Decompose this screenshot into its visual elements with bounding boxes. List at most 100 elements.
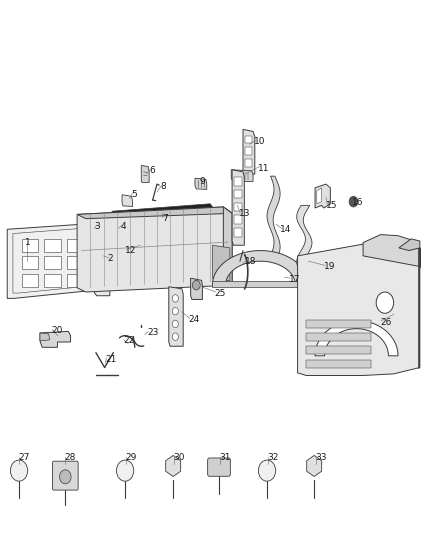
Polygon shape: [234, 215, 242, 224]
Text: 25: 25: [215, 288, 226, 297]
Circle shape: [11, 460, 28, 481]
Circle shape: [258, 460, 276, 481]
Polygon shape: [234, 203, 242, 211]
Polygon shape: [399, 239, 420, 251]
Polygon shape: [7, 224, 92, 298]
Text: 12: 12: [125, 246, 137, 255]
Polygon shape: [67, 239, 84, 252]
Text: 16: 16: [352, 198, 364, 207]
Polygon shape: [297, 243, 420, 375]
Polygon shape: [97, 278, 107, 288]
Circle shape: [349, 196, 358, 207]
Polygon shape: [307, 455, 321, 477]
Polygon shape: [44, 239, 61, 252]
Text: 9: 9: [199, 177, 205, 186]
FancyBboxPatch shape: [208, 458, 230, 477]
Polygon shape: [97, 248, 107, 258]
Polygon shape: [112, 204, 212, 220]
Polygon shape: [306, 346, 371, 354]
Polygon shape: [97, 263, 107, 273]
Text: 4: 4: [121, 222, 127, 231]
Polygon shape: [21, 239, 38, 252]
Polygon shape: [234, 190, 242, 198]
Text: 8: 8: [160, 182, 166, 191]
Polygon shape: [44, 274, 61, 287]
Text: 33: 33: [315, 454, 327, 463]
Polygon shape: [212, 245, 230, 281]
Circle shape: [192, 280, 200, 290]
Text: 29: 29: [125, 454, 137, 463]
Polygon shape: [245, 136, 252, 143]
Polygon shape: [234, 228, 242, 237]
Text: 32: 32: [267, 454, 279, 463]
Text: 30: 30: [173, 454, 185, 463]
Polygon shape: [245, 148, 252, 155]
Polygon shape: [166, 455, 180, 477]
Text: 28: 28: [64, 454, 75, 463]
Text: 17: 17: [289, 275, 300, 284]
Text: 19: 19: [324, 262, 335, 271]
Polygon shape: [195, 178, 207, 189]
Text: 15: 15: [326, 201, 337, 210]
Text: 31: 31: [219, 454, 230, 463]
Text: 22: 22: [123, 336, 134, 345]
Polygon shape: [245, 159, 252, 166]
Polygon shape: [191, 278, 202, 300]
Text: 20: 20: [51, 326, 62, 335]
Polygon shape: [97, 233, 107, 243]
Polygon shape: [306, 333, 371, 341]
Polygon shape: [234, 177, 242, 185]
Polygon shape: [306, 360, 371, 368]
Text: 14: 14: [280, 225, 292, 234]
Polygon shape: [77, 207, 232, 292]
Circle shape: [172, 320, 178, 328]
Polygon shape: [212, 281, 308, 287]
Polygon shape: [315, 184, 330, 208]
Text: 11: 11: [258, 164, 270, 173]
Text: 7: 7: [162, 214, 168, 223]
Polygon shape: [21, 274, 38, 287]
Polygon shape: [112, 224, 131, 235]
Circle shape: [172, 333, 178, 341]
Polygon shape: [267, 176, 280, 256]
Polygon shape: [40, 333, 49, 341]
FancyBboxPatch shape: [53, 461, 78, 490]
Polygon shape: [317, 188, 321, 204]
Polygon shape: [297, 205, 312, 296]
Text: 5: 5: [132, 190, 138, 199]
Text: 21: 21: [106, 355, 117, 364]
Polygon shape: [212, 251, 308, 285]
Text: 26: 26: [381, 318, 392, 327]
Text: 3: 3: [95, 222, 100, 231]
Text: 1: 1: [25, 238, 31, 247]
Circle shape: [172, 295, 178, 302]
Polygon shape: [21, 256, 38, 269]
Text: 10: 10: [254, 137, 265, 146]
Polygon shape: [232, 169, 244, 245]
Circle shape: [60, 470, 71, 484]
Text: 24: 24: [188, 315, 200, 324]
Polygon shape: [67, 256, 84, 269]
Polygon shape: [44, 256, 61, 269]
Polygon shape: [231, 169, 253, 181]
Polygon shape: [243, 130, 255, 175]
Polygon shape: [95, 225, 110, 296]
Polygon shape: [67, 274, 84, 287]
Polygon shape: [122, 195, 133, 206]
Text: 6: 6: [149, 166, 155, 175]
Text: 13: 13: [239, 209, 250, 218]
Polygon shape: [363, 235, 420, 266]
Polygon shape: [223, 207, 232, 285]
Polygon shape: [315, 320, 398, 356]
Polygon shape: [306, 320, 371, 328]
Text: 23: 23: [147, 328, 158, 337]
Circle shape: [117, 460, 134, 481]
Text: 2: 2: [108, 254, 113, 263]
Polygon shape: [169, 287, 183, 346]
Text: 18: 18: [245, 257, 257, 265]
Polygon shape: [141, 165, 149, 182]
Text: 27: 27: [18, 454, 29, 463]
Polygon shape: [77, 207, 232, 219]
Polygon shape: [40, 332, 71, 348]
Circle shape: [376, 292, 394, 313]
